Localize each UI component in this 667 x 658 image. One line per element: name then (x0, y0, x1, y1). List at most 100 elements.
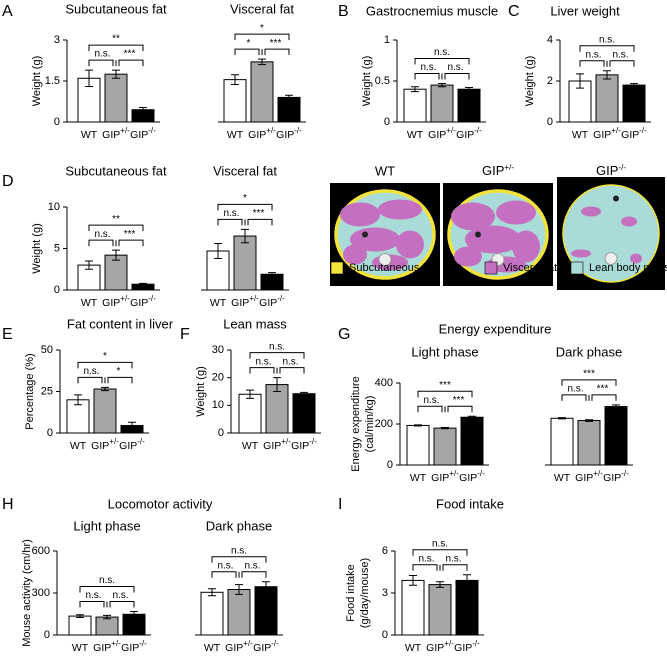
chart-title: Fat content in liver (67, 316, 174, 331)
sig-bracket (414, 72, 470, 80)
sig-bracket (88, 44, 144, 52)
scan-label: GIP-/- (596, 163, 626, 178)
error-bar (273, 377, 281, 392)
y-tick-label: 5 (54, 242, 60, 254)
group-title: Visceral fat (230, 1, 294, 16)
x-tick-label: GIP-/- (130, 126, 156, 141)
x-tick-label: WT (572, 129, 589, 141)
y-tick-label: 10 (212, 399, 224, 411)
error-bar (409, 575, 417, 586)
chart-title: Liver weight (550, 3, 620, 18)
y-tick-label: 0 (54, 284, 60, 296)
bar (254, 586, 278, 636)
scan-label: WT (375, 163, 395, 178)
x-tick-label: WT (405, 642, 422, 654)
x-tick-label: WT (204, 642, 221, 654)
y-axis-label: Weight (g) (195, 366, 207, 417)
error-bar (300, 391, 308, 396)
error-bar (208, 588, 216, 597)
sig-bracket (211, 571, 267, 578)
bar (260, 273, 284, 291)
y-tick-label: 30 (212, 344, 224, 356)
error-bar (214, 243, 222, 259)
y-tick-label: 2 (547, 75, 553, 87)
bar (622, 84, 646, 123)
error-bar (128, 421, 136, 430)
error-bar (103, 614, 111, 620)
group-title: Subcutaneous fat (65, 163, 167, 178)
x-tick-label: GIP+/- (593, 126, 621, 141)
error-bar (576, 73, 584, 89)
y-tick-label: 1.5 (45, 75, 60, 87)
x-tick-label: GIP-/- (259, 294, 285, 309)
chart-title: Food intake (436, 496, 504, 511)
legend-swatch (330, 261, 344, 275)
x-tick-label: GIP-/- (121, 639, 147, 654)
scan-visceral (343, 244, 367, 265)
sig-bracket (88, 239, 144, 247)
bar (277, 96, 301, 123)
sig-bracket (211, 556, 267, 563)
x-tick-label: GIP+/- (431, 469, 459, 484)
sig-label: n.s. (585, 49, 601, 60)
sig-bracket (579, 60, 635, 67)
bar (250, 61, 274, 123)
chart-title: Lean mass (223, 316, 287, 331)
sig-bracket (561, 379, 617, 386)
scan-visceral (340, 202, 380, 227)
x-tick-label: GIP+/- (225, 639, 253, 654)
y-tick-label: 1 (384, 34, 390, 46)
bar (223, 79, 247, 123)
scan-visceral (581, 206, 601, 217)
sig-label: n.s. (423, 395, 439, 406)
bar (403, 88, 427, 123)
sig-bracket (412, 564, 468, 571)
bar (604, 406, 628, 466)
error-bar (130, 610, 138, 618)
legend-swatch (484, 261, 498, 275)
y-axis-label: Weight (g) (31, 56, 43, 107)
y-tick-label: 0 (382, 629, 388, 641)
y-tick-label: 0 (547, 116, 553, 128)
sig-label: *** (124, 49, 136, 60)
x-tick-label: GIP+/- (428, 126, 456, 141)
sig-label: *** (270, 38, 282, 49)
error-bar (603, 70, 611, 80)
sig-label: n.s. (255, 356, 271, 367)
y-tick-label: 400 (375, 377, 393, 389)
group-title: Dark phase (556, 344, 622, 359)
sig-label: n.s. (85, 590, 101, 601)
x-tick-label: GIP-/- (456, 126, 482, 141)
error-bar (246, 389, 254, 399)
sig-label: n.s. (269, 341, 285, 352)
error-bar (630, 83, 638, 88)
sig-bracket (217, 203, 273, 211)
y-tick-label: 0 (54, 116, 60, 128)
sig-bracket (88, 59, 144, 67)
group-title: Subcutaneous fat (65, 1, 167, 16)
group-title: Light phase (73, 518, 140, 533)
sig-bracket (234, 48, 290, 56)
y-tick-label: 0 (44, 629, 50, 641)
sig-label: n.s. (447, 62, 463, 73)
x-tick-label: WT (407, 129, 424, 141)
panel-letter: A (2, 3, 13, 20)
x-tick-label: GIP-/- (276, 126, 302, 141)
y-tick-label: 0 (47, 427, 53, 439)
scan-visceral (630, 253, 642, 264)
x-tick-label: WT (410, 472, 427, 484)
bar (433, 427, 457, 466)
y-axis-label: Energy expenditure (350, 376, 362, 471)
bar (457, 88, 481, 123)
error-bar (285, 94, 293, 101)
sig-label: * (247, 38, 251, 49)
x-tick-label: GIP+/- (248, 126, 276, 141)
x-tick-label: GIP+/- (575, 469, 603, 484)
sig-label: ** (112, 34, 120, 45)
error-bar (241, 228, 249, 244)
error-bar (258, 58, 266, 66)
scan-visceral (621, 216, 637, 227)
sig-label: n.s. (432, 538, 448, 549)
panel-letter: F (180, 326, 190, 343)
sig-label: * (243, 193, 247, 204)
